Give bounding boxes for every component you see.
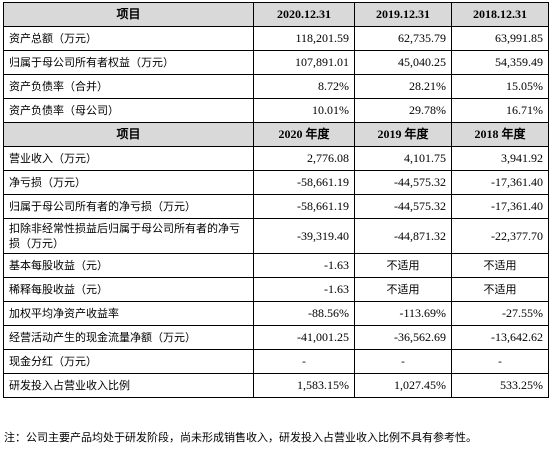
value-cell: -58,661.19 bbox=[253, 170, 355, 195]
table-row: 归属于母公司所有者的净亏损（万元） -58,661.19 -44,575.32 … bbox=[3, 194, 549, 219]
value-cell: 1,027.45% bbox=[354, 373, 452, 398]
row-label: 归属于母公司所有者的净亏损（万元） bbox=[3, 194, 254, 219]
value-cell: - bbox=[451, 349, 549, 374]
row-label: 资产负债率（母公司） bbox=[3, 98, 254, 123]
header-cell: 项目 bbox=[3, 2, 254, 27]
header-cell: 2020 年度 bbox=[253, 122, 355, 147]
value-cell: -1.63 bbox=[253, 253, 355, 278]
value-cell: 54,359.49 bbox=[451, 50, 549, 75]
value-cell: 1,583.15% bbox=[253, 373, 355, 398]
row-label: 加权平均净资产收益率 bbox=[3, 301, 254, 326]
header-cell: 2019 年度 bbox=[354, 122, 452, 147]
value-cell: 4,101.75 bbox=[354, 146, 452, 171]
table-row: 资产负债率（合并） 8.72% 28.21% 15.05% bbox=[3, 74, 549, 99]
table-row: 研发投入占营业收入比例 1,583.15% 1,027.45% 533.25% bbox=[3, 373, 549, 398]
row-label: 扣除非经常性损益后归属于母公司所有者的净亏损（万元） bbox=[3, 218, 254, 254]
value-cell: 不适用 bbox=[451, 277, 549, 302]
value-cell: -44,575.32 bbox=[354, 170, 452, 195]
row-label: 营业收入（万元） bbox=[3, 146, 254, 171]
value-cell: - bbox=[253, 349, 355, 374]
table-footnote: 注：公司主要产品均处于研发阶段，尚未形成销售收入，研发投入占营业收入比例不具有参… bbox=[4, 431, 477, 444]
table-row: 稀释每股收益（元） -1.63 不适用 不适用 bbox=[3, 277, 549, 302]
table-row: 资产负债率（母公司） 10.01% 29.78% 16.71% bbox=[3, 98, 549, 123]
value-cell: 10.01% bbox=[253, 98, 355, 123]
table-row: 净亏损（万元） -58,661.19 -44,575.32 -17,361.40 bbox=[3, 170, 549, 195]
value-cell: -36,562.69 bbox=[354, 325, 452, 350]
table-header-row: 项目 2020.12.31 2019.12.31 2018.12.31 bbox=[3, 2, 549, 27]
row-label: 基本每股收益（元） bbox=[3, 253, 254, 278]
table-row: 归属于母公司所有者权益（万元） 107,891.01 45,040.25 54,… bbox=[3, 50, 549, 75]
header-cell: 2018.12.31 bbox=[451, 2, 549, 27]
table-row: 现金分红（万元） - - - bbox=[3, 349, 549, 374]
table-row: 扣除非经常性损益后归属于母公司所有者的净亏损（万元） -39,319.40 -4… bbox=[3, 218, 549, 254]
row-label: 资产总额（万元） bbox=[3, 26, 254, 51]
table-row: 营业收入（万元） 2,776.08 4,101.75 3,941.92 bbox=[3, 146, 549, 171]
value-cell: 118,201.59 bbox=[253, 26, 355, 51]
table-row: 资产总额（万元） 118,201.59 62,735.79 63,991.85 bbox=[3, 26, 549, 51]
row-label: 归属于母公司所有者权益（万元） bbox=[3, 50, 254, 75]
header-cell: 2020.12.31 bbox=[253, 2, 355, 27]
value-cell: -41,001.25 bbox=[253, 325, 355, 350]
value-cell: -113.69% bbox=[354, 301, 452, 326]
row-label: 经营活动产生的现金流量净额（万元） bbox=[3, 325, 254, 350]
value-cell: 3,941.92 bbox=[451, 146, 549, 171]
row-label: 研发投入占营业收入比例 bbox=[3, 373, 254, 398]
value-cell: -27.55% bbox=[451, 301, 549, 326]
row-label: 净亏损（万元） bbox=[3, 170, 254, 195]
value-cell: 62,735.79 bbox=[354, 26, 452, 51]
value-cell: 不适用 bbox=[354, 277, 452, 302]
row-label: 稀释每股收益（元） bbox=[3, 277, 254, 302]
value-cell: -17,361.40 bbox=[451, 170, 549, 195]
row-label: 资产负债率（合并） bbox=[3, 74, 254, 99]
value-cell: -22,377.70 bbox=[451, 218, 549, 254]
value-cell: -17,361.40 bbox=[451, 194, 549, 219]
value-cell: 63,991.85 bbox=[451, 26, 549, 51]
header-cell: 2018 年度 bbox=[451, 122, 549, 147]
table-header-row: 项目 2020 年度 2019 年度 2018 年度 bbox=[3, 122, 549, 147]
value-cell: 28.21% bbox=[354, 74, 452, 99]
value-cell: 29.78% bbox=[354, 98, 452, 123]
value-cell: 107,891.01 bbox=[253, 50, 355, 75]
value-cell: -44,575.32 bbox=[354, 194, 452, 219]
value-cell: 45,040.25 bbox=[354, 50, 452, 75]
value-cell: 2,776.08 bbox=[253, 146, 355, 171]
value-cell: 533.25% bbox=[451, 373, 549, 398]
value-cell: 16.71% bbox=[451, 98, 549, 123]
value-cell: 15.05% bbox=[451, 74, 549, 99]
value-cell: -88.56% bbox=[253, 301, 355, 326]
value-cell: 不适用 bbox=[354, 253, 452, 278]
value-cell: -39,319.40 bbox=[253, 218, 355, 254]
financial-table: 项目 2020.12.31 2019.12.31 2018.12.31 资产总额… bbox=[3, 2, 549, 398]
header-cell: 2019.12.31 bbox=[354, 2, 452, 27]
value-cell: -13,642.62 bbox=[451, 325, 549, 350]
value-cell: -58,661.19 bbox=[253, 194, 355, 219]
value-cell: -44,871.32 bbox=[354, 218, 452, 254]
value-cell: 8.72% bbox=[253, 74, 355, 99]
header-cell: 项目 bbox=[3, 122, 254, 147]
value-cell: -1.63 bbox=[253, 277, 355, 302]
row-label: 现金分红（万元） bbox=[3, 349, 254, 374]
table-row: 加权平均净资产收益率 -88.56% -113.69% -27.55% bbox=[3, 301, 549, 326]
value-cell: 不适用 bbox=[451, 253, 549, 278]
table-row: 经营活动产生的现金流量净额（万元） -41,001.25 -36,562.69 … bbox=[3, 325, 549, 350]
value-cell: - bbox=[354, 349, 452, 374]
table-row: 基本每股收益（元） -1.63 不适用 不适用 bbox=[3, 253, 549, 278]
